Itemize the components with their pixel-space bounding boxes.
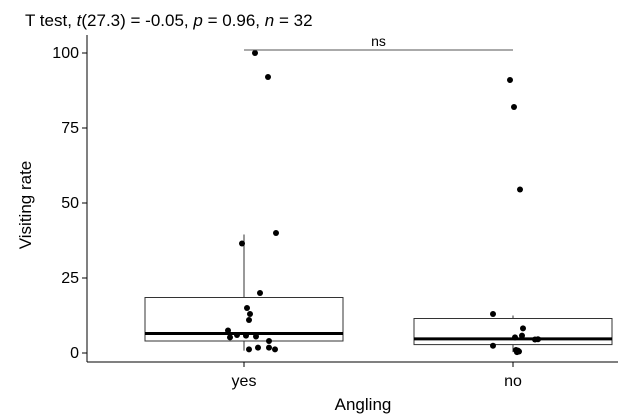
data-point <box>516 348 522 355</box>
data-point <box>519 332 525 339</box>
data-point <box>512 334 518 341</box>
significance-label: ns <box>371 33 386 49</box>
data-point <box>490 311 496 317</box>
data-point <box>517 186 523 193</box>
data-point <box>266 344 272 351</box>
data-point <box>520 325 526 332</box>
y-axis-title: Visiting rate <box>16 161 35 250</box>
data-point <box>507 77 513 83</box>
plot-area: 0 25 50 75 100 yes no ns <box>52 33 618 390</box>
subtitle-n-symbol: n <box>265 11 274 30</box>
data-point <box>244 305 250 311</box>
data-point <box>535 336 541 343</box>
data-point <box>255 344 261 351</box>
subtitle-p-part: = 0.96, <box>203 11 265 30</box>
data-point <box>257 290 263 296</box>
data-point <box>272 346 278 353</box>
data-point <box>253 333 259 340</box>
subtitle-p-symbol: p <box>192 11 202 30</box>
data-point <box>511 104 517 110</box>
x-tick-label: yes <box>232 373 257 390</box>
data-point <box>225 327 231 334</box>
data-point <box>252 50 258 56</box>
data-point <box>273 230 279 236</box>
chart-subtitle: T test, t(27.3) = -0.05, p = 0.96, n = 3… <box>25 11 313 30</box>
subtitle-df-part: (27.3) = -0.05, <box>81 11 193 30</box>
data-point <box>234 332 240 338</box>
data-point <box>246 346 252 353</box>
subtitle-t-symbol: t <box>77 11 83 30</box>
data-point <box>266 338 272 344</box>
y-tick-label: 25 <box>61 270 79 287</box>
subtitle-n-part: = 32 <box>274 11 312 30</box>
y-tick-label: 50 <box>61 195 79 212</box>
data-point <box>227 334 233 341</box>
data-point <box>243 332 249 339</box>
x-tick-label: no <box>504 373 522 390</box>
y-tick-label: 0 <box>70 345 79 362</box>
subtitle-prefix: T test, <box>25 11 77 30</box>
box-no <box>413 318 613 346</box>
x-axis-title: Angling <box>335 395 392 414</box>
box-yes <box>144 297 344 342</box>
data-point <box>246 317 252 323</box>
data-point <box>247 311 253 317</box>
y-tick-label: 75 <box>61 120 79 137</box>
data-point <box>490 342 496 349</box>
data-point <box>239 240 245 247</box>
y-tick-label: 100 <box>52 45 79 62</box>
data-point <box>265 74 271 80</box>
